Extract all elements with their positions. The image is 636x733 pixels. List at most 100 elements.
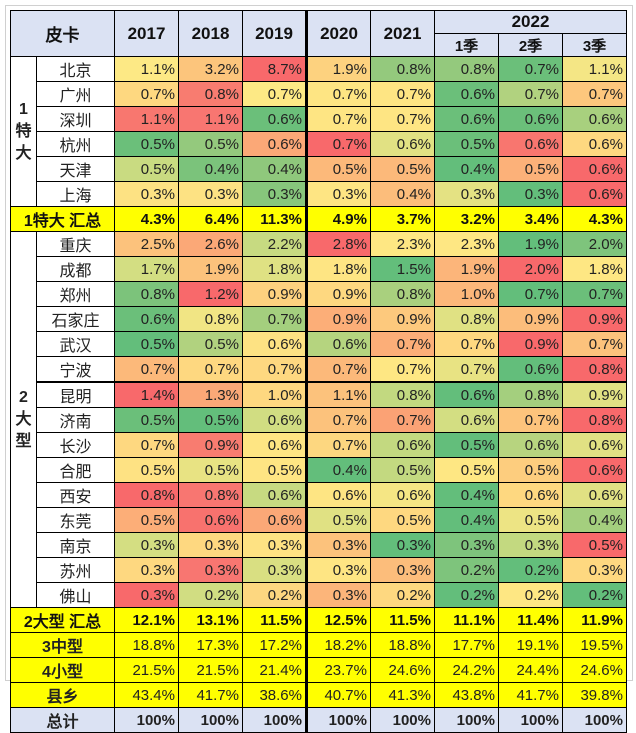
value-cell: 0.4% <box>242 156 308 182</box>
value-cell: 11.5% <box>242 607 308 633</box>
value-cell: 0.7% <box>370 331 435 357</box>
value-cell: 21.5% <box>178 657 243 683</box>
value-cell: 8.7% <box>242 56 308 82</box>
value-cell: 0.9% <box>178 432 243 458</box>
value-cell: 0.5% <box>562 532 627 558</box>
value-cell: 0.5% <box>114 507 179 533</box>
city-name: 天津 <box>36 156 115 182</box>
value-cell: 1.9% <box>306 56 371 82</box>
value-cell: 0.9% <box>498 306 563 332</box>
value-cell: 0.6% <box>498 482 563 508</box>
table-row: 西安 0.8% 0.8% 0.6% 0.6% 0.6% 0.4% 0.6% 0.6% <box>11 482 627 508</box>
value-cell: 11.1% <box>434 607 499 633</box>
value-cell: 23.7% <box>306 657 371 683</box>
table-row: 南京 0.3% 0.3% 0.3% 0.3% 0.3% 0.3% 0.3% 0.5% <box>11 532 627 558</box>
value-cell: 100% <box>370 707 435 733</box>
value-cell: 24.6% <box>562 657 627 683</box>
value-cell: 17.2% <box>242 632 308 658</box>
value-cell: 0.6% <box>370 432 435 458</box>
col-header-2019: 2019 <box>242 10 308 57</box>
value-cell: 0.2% <box>434 582 499 608</box>
value-cell: 1.3% <box>178 381 243 408</box>
value-cell: 0.6% <box>562 457 627 483</box>
value-cell: 0.6% <box>306 482 371 508</box>
value-cell: 39.8% <box>562 682 627 708</box>
pickup-share-table: 皮卡 2017 2018 2019 2020 2021 2022 1季 2季 3… <box>10 10 627 733</box>
value-cell: 0.7% <box>434 356 499 383</box>
value-cell: 1.1% <box>562 56 627 82</box>
summary-row: 县乡 43.4% 41.7% 38.6% 40.7% 41.3% 43.8% 41.7% 39.… <box>10 682 627 708</box>
value-cell: 2.5% <box>114 231 179 257</box>
value-cell: 0.8% <box>114 482 179 508</box>
value-cell: 0.6% <box>370 482 435 508</box>
summary-label: 3中型 <box>10 632 115 658</box>
value-cell: 12.5% <box>306 607 371 633</box>
value-cell: 4.3% <box>114 206 179 232</box>
city-name: 郑州 <box>36 281 115 307</box>
group-label-text: 1 特 大 <box>15 100 32 162</box>
city-name: 昆明 <box>36 381 115 408</box>
city-name: 佛山 <box>36 582 115 608</box>
value-cell: 0.5% <box>498 156 563 182</box>
value-cell: 11.9% <box>562 607 627 633</box>
value-cell: 1.2% <box>178 281 243 307</box>
value-cell: 0.8% <box>498 381 563 408</box>
value-cell: 0.7% <box>498 56 563 82</box>
table-row: 1 特 大北京 1.1% 3.2% 8.7% 1.9% 0.8% 0.8% 0.7% 1.1% <box>10 56 627 207</box>
value-cell: 100% <box>306 707 371 733</box>
value-cell: 0.7% <box>114 432 179 458</box>
city-name: 上海 <box>36 181 115 207</box>
value-cell: 0.4% <box>434 507 499 533</box>
value-cell: 18.8% <box>114 632 179 658</box>
value-cell: 0.3% <box>306 557 371 583</box>
city-name: 武汉 <box>36 331 115 357</box>
table-row: 合肥 0.5% 0.5% 0.5% 0.4% 0.5% 0.5% 0.5% 0.6% <box>11 457 627 483</box>
value-cell: 4.3% <box>562 206 627 232</box>
value-cell: 0.3% <box>114 582 179 608</box>
value-cell: 0.6% <box>242 106 308 132</box>
value-cell: 0.7% <box>370 81 435 107</box>
value-cell: 0.5% <box>178 131 243 157</box>
value-cell: 0.5% <box>114 407 179 433</box>
value-cell: 19.5% <box>562 632 627 658</box>
table-row: 石家庄 0.6% 0.8% 0.7% 0.9% 0.9% 0.8% 0.9% 0.9% <box>11 306 627 332</box>
value-cell: 0.5% <box>434 457 499 483</box>
value-cell: 0.7% <box>306 131 371 157</box>
value-cell: 0.3% <box>242 181 308 207</box>
table-row: 郑州 0.8% 1.2% 0.9% 0.9% 0.8% 1.0% 0.7% 0.7% <box>11 281 627 307</box>
value-cell: 0.5% <box>498 507 563 533</box>
value-cell: 0.3% <box>114 532 179 558</box>
summary-label: 4小型 <box>10 657 115 683</box>
value-cell: 0.2% <box>498 582 563 608</box>
value-cell: 0.3% <box>306 532 371 558</box>
value-cell: 0.4% <box>306 457 371 483</box>
value-cell: 0.6% <box>498 356 563 383</box>
value-cell: 0.4% <box>434 482 499 508</box>
group-label: 2 大 型 <box>10 231 37 608</box>
value-cell: 0.3% <box>562 557 627 583</box>
value-cell: 0.6% <box>370 131 435 157</box>
value-cell: 11.5% <box>370 607 435 633</box>
value-cell: 0.7% <box>306 81 371 107</box>
value-cell: 1.0% <box>242 381 308 408</box>
value-cell: 0.5% <box>306 507 371 533</box>
value-cell: 0.7% <box>562 331 627 357</box>
value-cell: 1.7% <box>114 256 179 282</box>
value-cell: 18.2% <box>306 632 371 658</box>
value-cell: 6.4% <box>178 206 243 232</box>
col-header-q3: 3季 <box>562 33 627 57</box>
value-cell: 41.3% <box>370 682 435 708</box>
value-cell: 0.8% <box>114 281 179 307</box>
summary-row: 4小型 21.5% 21.5% 21.4% 23.7% 24.6% 24.2% 24.4% 24… <box>10 657 627 683</box>
value-cell: 1.4% <box>114 381 179 408</box>
value-cell: 0.6% <box>178 507 243 533</box>
value-cell: 0.7% <box>562 281 627 307</box>
table-row: 长沙 0.7% 0.9% 0.6% 0.7% 0.6% 0.5% 0.6% 0.6% <box>11 432 627 458</box>
value-cell: 0.6% <box>562 181 627 207</box>
value-cell: 1.8% <box>306 256 371 282</box>
city-name: 长沙 <box>36 432 115 458</box>
value-cell: 17.3% <box>178 632 243 658</box>
value-cell: 0.6% <box>562 131 627 157</box>
value-cell: 0.6% <box>306 331 371 357</box>
table-row: 广州 0.7% 0.8% 0.7% 0.7% 0.7% 0.6% 0.7% 0.7% <box>11 81 627 107</box>
